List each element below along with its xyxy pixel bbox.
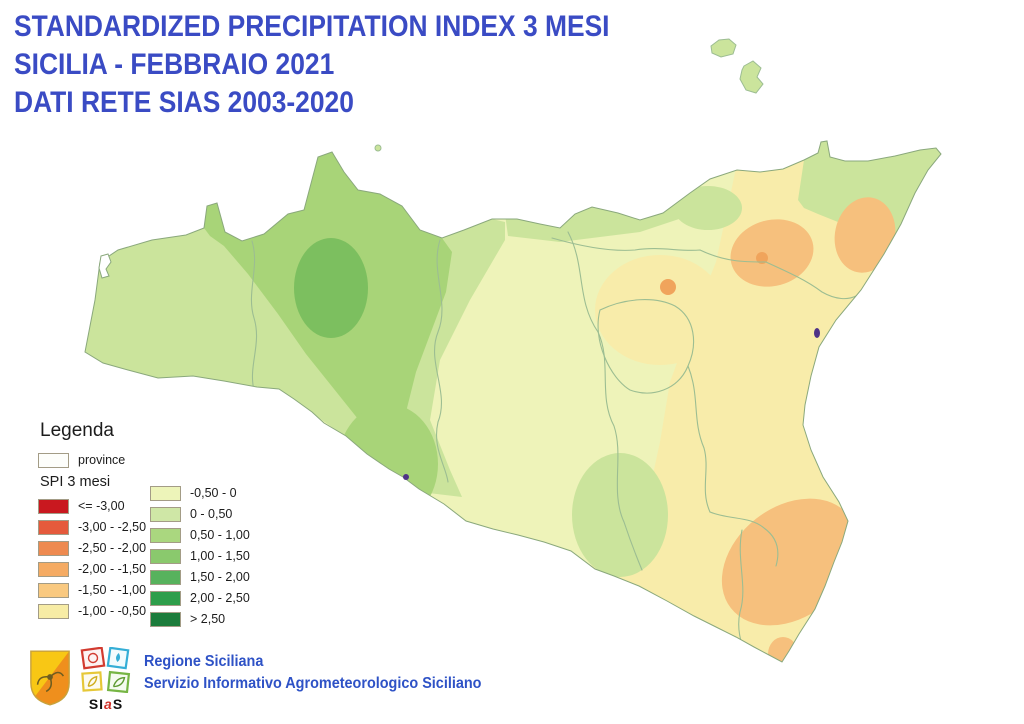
legend-item: <= -3,00 (38, 498, 148, 514)
legend-item-label: > 2,50 (190, 612, 226, 626)
aeolian-islands (374, 38, 764, 152)
spi-heading: SPI 3 mesi (40, 474, 111, 490)
legend-item-province: province (38, 452, 148, 468)
region-northeast-green (798, 141, 941, 252)
droplet-icon (116, 653, 121, 662)
legend-swatch (150, 485, 181, 501)
legend-item: -0,50 - 0 (150, 485, 270, 501)
sicily-coastline (84, 140, 942, 663)
legend-item: 2,00 - 2,50 (150, 590, 270, 606)
region-sciacca-green (338, 404, 438, 524)
regione-siciliana-shield-logo (30, 650, 70, 706)
legend-column-positive: -0,50 - 0 0 - 0,50 0,50 - 1,00 1,00 - 1,… (150, 485, 270, 632)
legend-swatch (38, 498, 69, 514)
legend-swatch (150, 548, 181, 564)
legend-item: -2,50 - -2,00 (38, 540, 148, 556)
province-label: province (78, 453, 126, 467)
legend-item-label: 2,00 - 2,50 (190, 591, 250, 605)
province-swatch (38, 452, 69, 468)
legend-swatch (38, 540, 69, 556)
legend-swatch (150, 590, 181, 606)
sias-logo-squares (80, 646, 131, 694)
legend-item: -2,00 - -1,50 (38, 561, 148, 577)
legend-swatch (150, 506, 181, 522)
sias-logo: SIaS (78, 646, 134, 712)
legend-item: 0,50 - 1,00 (150, 527, 270, 543)
legend-item: 0 - 0,50 (150, 506, 270, 522)
east-coast-city-dot (814, 328, 820, 338)
legend-swatch (150, 527, 181, 543)
sun-doodle-icon (87, 652, 99, 664)
region-orange-spot-center (660, 279, 676, 295)
footer: SIaS Regione Siciliana Servizio Informat… (28, 646, 507, 712)
legend-item-label: -2,00 - -1,50 (78, 562, 147, 576)
footer-service: Servizio Informativo Agrometeorologico S… (144, 675, 482, 692)
province-boundaries (250, 231, 857, 658)
region-etna-orange (730, 219, 814, 287)
region-capo-passero-orange (768, 637, 798, 662)
legend-swatch (150, 569, 181, 585)
region-taormina-orange (834, 197, 896, 273)
footer-org: Regione Siciliana (144, 653, 264, 670)
region-center-dry (595, 255, 725, 365)
legend-item-label: -3,00 - -2,50 (78, 520, 147, 534)
region-center-south-green (572, 453, 668, 577)
title-line-1: STANDARDIZED PRECIPITATION INDEX 3 MESI (14, 10, 610, 43)
legend-item-label: 1,00 - 1,50 (190, 549, 250, 563)
legend-item-label: -1,50 - -1,00 (78, 583, 147, 597)
legend-item: > 2,50 (150, 611, 270, 627)
sias-logo-text: SIaS (88, 696, 124, 712)
region-dark-green-core (294, 238, 368, 338)
legend-swatch (150, 611, 181, 627)
legend-item-label: 0,50 - 1,00 (190, 528, 250, 542)
region-orange-spot-etna (756, 252, 768, 264)
legend-item: 1,00 - 1,50 (150, 548, 270, 564)
legend-item-label: <= -3,00 (78, 499, 125, 513)
legend-swatch (38, 561, 69, 577)
legend-item: 1,50 - 2,00 (150, 569, 270, 585)
title-line-3: DATI RETE SIAS 2003-2020 (14, 86, 354, 119)
legend-item-label: 0 - 0,50 (190, 507, 233, 521)
legend-item: -1,00 - -0,50 (38, 603, 148, 619)
legend: Legenda province SPI 3 mesi <= -3,00 -3,… (38, 420, 278, 662)
map-title: STANDARDIZED PRECIPITATION INDEX 3 MESI … (14, 8, 691, 122)
favignana-island (98, 253, 112, 279)
legend-item: -3,00 - -2,50 (38, 519, 148, 535)
title-line-2: SICILIA - FEBBRAIO 2021 (14, 48, 335, 81)
legend-item-label: -1,00 - -0,50 (78, 604, 147, 618)
legend-item: -1,50 - -1,00 (38, 582, 148, 598)
legend-item-label: -0,50 - 0 (190, 486, 237, 500)
legend-swatch (38, 603, 69, 619)
legend-item-label: -2,50 - -2,00 (78, 541, 147, 555)
legend-column-negative: province SPI 3 mesi <= -3,00 -3,00 - -2,… (38, 452, 148, 624)
legend-swatch (38, 582, 69, 598)
leaf-icon (87, 675, 98, 687)
legend-item-label: 1,50 - 2,00 (190, 570, 250, 584)
legend-heading: Legenda (40, 420, 114, 441)
leaf-icon (112, 676, 126, 688)
footer-text: Regione Siciliana Servizio Informativo A… (144, 651, 507, 695)
legend-swatch (38, 519, 69, 535)
south-coast-city-dot (403, 474, 409, 480)
region-orlando-green (674, 186, 742, 230)
